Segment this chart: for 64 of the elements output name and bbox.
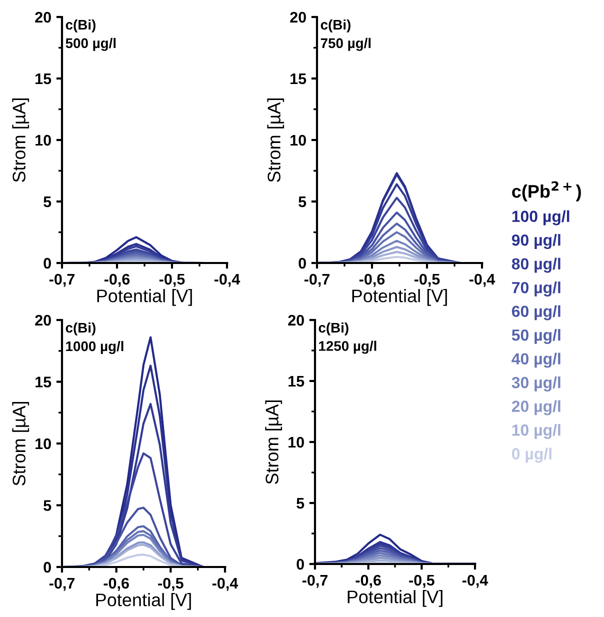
x-tick-label: -0,4 (469, 274, 496, 287)
annotation: 1000 µg/l (66, 340, 124, 354)
x-tick-label: -0,4 (212, 578, 238, 591)
x-tick-label: -0,6 (104, 578, 129, 591)
y-axis-title: Strom [µA] (267, 98, 284, 182)
y-axis-title: Strom [µA] (265, 400, 282, 484)
x-tick-label: -0,7 (49, 274, 74, 287)
annotation: 500 µg/l (66, 38, 116, 51)
y-tick-label: 15 (36, 74, 52, 84)
text: 40 µg/l (512, 352, 560, 368)
annotation: c(Bi) (66, 322, 96, 336)
x-tick-label: -0,5 (409, 574, 434, 588)
x-axis-title: Potential [V] (96, 593, 191, 610)
text: 70 µg/l (512, 282, 560, 296)
x-tick-label: -0,6 (356, 574, 381, 588)
series-label: 80 µg/l (512, 258, 560, 273)
y-axis-title: Strom [µA] (12, 98, 30, 182)
y-tick-label: 5 (44, 196, 52, 208)
annotation: c(Bi) (320, 19, 350, 32)
text: 30 µg/l (512, 376, 560, 392)
y-tick-label: 15 (288, 376, 304, 387)
annotation: 1250 µg/l (319, 340, 376, 354)
x-axis-title: Potential [V] (97, 289, 192, 306)
x-tick-label: -0,5 (158, 578, 184, 591)
text: 60 µg/l (512, 305, 560, 320)
annotation: c(Bi) (66, 19, 96, 32)
y-tick-label: 0 (44, 562, 51, 573)
x-axis-title: Potential [V] (352, 289, 447, 306)
y-tick-label: 15 (36, 376, 52, 388)
y-tick-label: 20 (288, 314, 304, 326)
x-tick-label: -0,6 (104, 274, 130, 287)
x-tick-label: -0,7 (49, 578, 74, 591)
x-axis-title: Potential [V] (348, 590, 442, 607)
y-tick-label: 20 (290, 12, 306, 23)
text: 10 µg/l (512, 424, 560, 439)
y-tick-label: 20 (35, 314, 51, 326)
y-tick-label: 5 (296, 498, 304, 509)
text: 90 µg/l (512, 234, 560, 250)
y-tick-label: 0 (296, 558, 304, 570)
annotation: 750 µg/l (320, 38, 371, 51)
y-tick-label: 20 (35, 12, 51, 23)
x-tick-label: -0,7 (304, 274, 330, 287)
x-tick-label: -0,5 (414, 274, 440, 287)
text: 100 µg/l (512, 210, 570, 226)
y-tick-label: 0 (298, 258, 306, 269)
y-tick-label: 0 (44, 258, 51, 269)
y-tick-label: 5 (44, 500, 52, 511)
y-tick-label: 10 (36, 438, 51, 450)
y-tick-label: 10 (288, 436, 304, 448)
x-tick-label: -0,4 (462, 574, 488, 588)
y-tick-label: 15 (290, 74, 306, 84)
text: 20 µg/l (512, 400, 560, 416)
y-tick-label: 10 (290, 134, 306, 146)
x-tick-label: -0,6 (359, 274, 385, 287)
y-tick-label: 10 (36, 134, 51, 146)
x-tick-label: -0,4 (214, 274, 240, 287)
y-tick-label: 5 (298, 196, 306, 208)
annotation: c(Bi) (318, 322, 348, 336)
x-tick-label: -0,7 (302, 574, 328, 588)
y-axis-title: Strom [µA] (12, 402, 30, 486)
x-tick-label: -0,5 (159, 274, 185, 287)
text: 0 µg/l (512, 448, 552, 463)
text: 50 µg/l (512, 329, 560, 344)
legend-title: c(Pb$^{2+}$) (512, 181, 581, 202)
